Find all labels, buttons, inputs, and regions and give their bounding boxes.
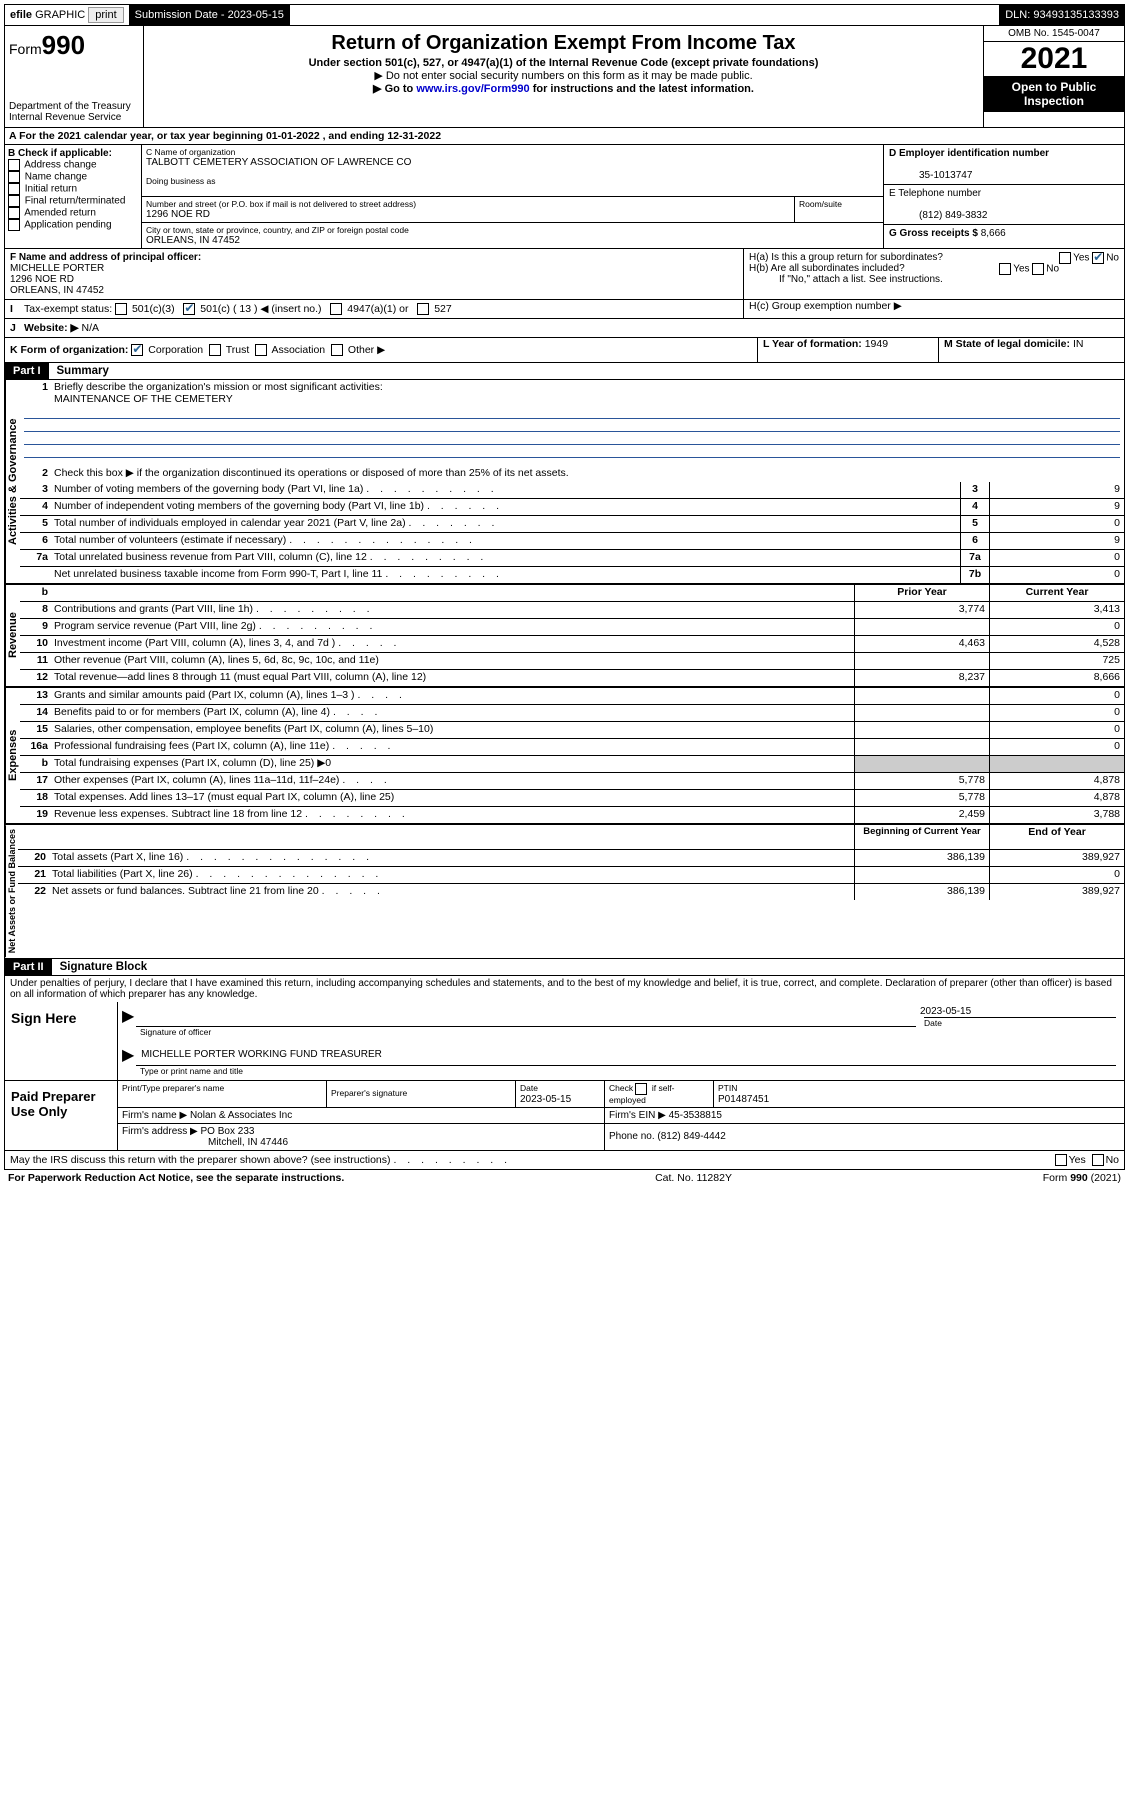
revenue-section: Revenue bPrior YearCurrent Year 8Contrib… (4, 585, 1125, 688)
top-bar: efile GRAPHIC print Submission Date - 20… (4, 4, 1125, 26)
open-public: Open to Public Inspection (984, 76, 1124, 112)
box-g: G Gross receipts $ 8,666 (884, 225, 1124, 242)
form-header: Form990 Department of the Treasury Inter… (4, 26, 1125, 128)
omb-number: OMB No. 1545-0047 (984, 26, 1124, 42)
dln: DLN: 93493135133393 (1000, 5, 1124, 25)
info-grid: B Check if applicable: Address change Na… (4, 145, 1125, 249)
irs-label: Internal Revenue Service (9, 112, 139, 123)
submission-date: Submission Date - 2023-05-15 (130, 5, 290, 25)
dept-treasury: Department of the Treasury (9, 101, 139, 112)
row-klm: K Form of organization: Corporation Trus… (4, 338, 1125, 363)
tax-year: 2021 (984, 42, 1124, 76)
box-c: C Name of organization TALBOTT CEMETERY … (142, 145, 883, 248)
street: 1296 NOE RD (146, 209, 790, 220)
header-line2: Under section 501(c), 527, or 4947(a)(1)… (148, 57, 979, 69)
form-title: Return of Organization Exempt From Incom… (148, 32, 979, 55)
header-line4: ▶ Go to www.irs.gov/Form990 for instruct… (148, 82, 979, 95)
org-name: TALBOTT CEMETERY ASSOCIATION OF LAWRENCE… (146, 157, 879, 168)
preparer-table: Print/Type preparer's name Preparer's si… (118, 1081, 1124, 1150)
box-h: H(a) Is this a group return for subordin… (743, 249, 1124, 299)
irs-link[interactable]: www.irs.gov/Form990 (416, 83, 529, 95)
section-a: A For the 2021 calendar year, or tax yea… (4, 128, 1125, 145)
efile-label: efile GRAPHIC print (5, 5, 130, 25)
expenses-section: Expenses 13Grants and similar amounts pa… (4, 688, 1125, 825)
city: ORLEANS, IN 47452 (146, 235, 879, 246)
declaration: Under penalties of perjury, I declare th… (4, 976, 1125, 1002)
print-button[interactable]: print (88, 7, 123, 23)
box-e: E Telephone number (812) 849-3832 (884, 185, 1124, 225)
box-d: D Employer identification number 35-1013… (884, 145, 1124, 185)
f-h-row: F Name and address of principal officer:… (4, 249, 1125, 300)
net-assets-section: Net Assets or Fund Balances Beginning of… (4, 825, 1125, 958)
row-i: I Tax-exempt status: 501(c)(3) 501(c) ( … (4, 300, 1125, 319)
part2-header: Part II Signature Block (4, 959, 1125, 976)
may-discuss: May the IRS discuss this return with the… (4, 1151, 1125, 1170)
footer: For Paperwork Reduction Act Notice, see … (4, 1170, 1125, 1186)
header-line3: ▶ Do not enter social security numbers o… (148, 69, 979, 82)
activities-governance: Activities & Governance 1 Briefly descri… (4, 380, 1125, 585)
box-b: B Check if applicable: Address change Na… (5, 145, 142, 248)
box-f: F Name and address of principal officer:… (5, 249, 743, 299)
part1-header: Part I Summary (4, 363, 1125, 380)
signature-block: Sign Here ▶ Signature of officer 2023-05… (4, 1002, 1125, 1151)
form-990-label: Form990 (9, 30, 139, 61)
row-j: J Website: ▶ N/A (4, 319, 1125, 338)
